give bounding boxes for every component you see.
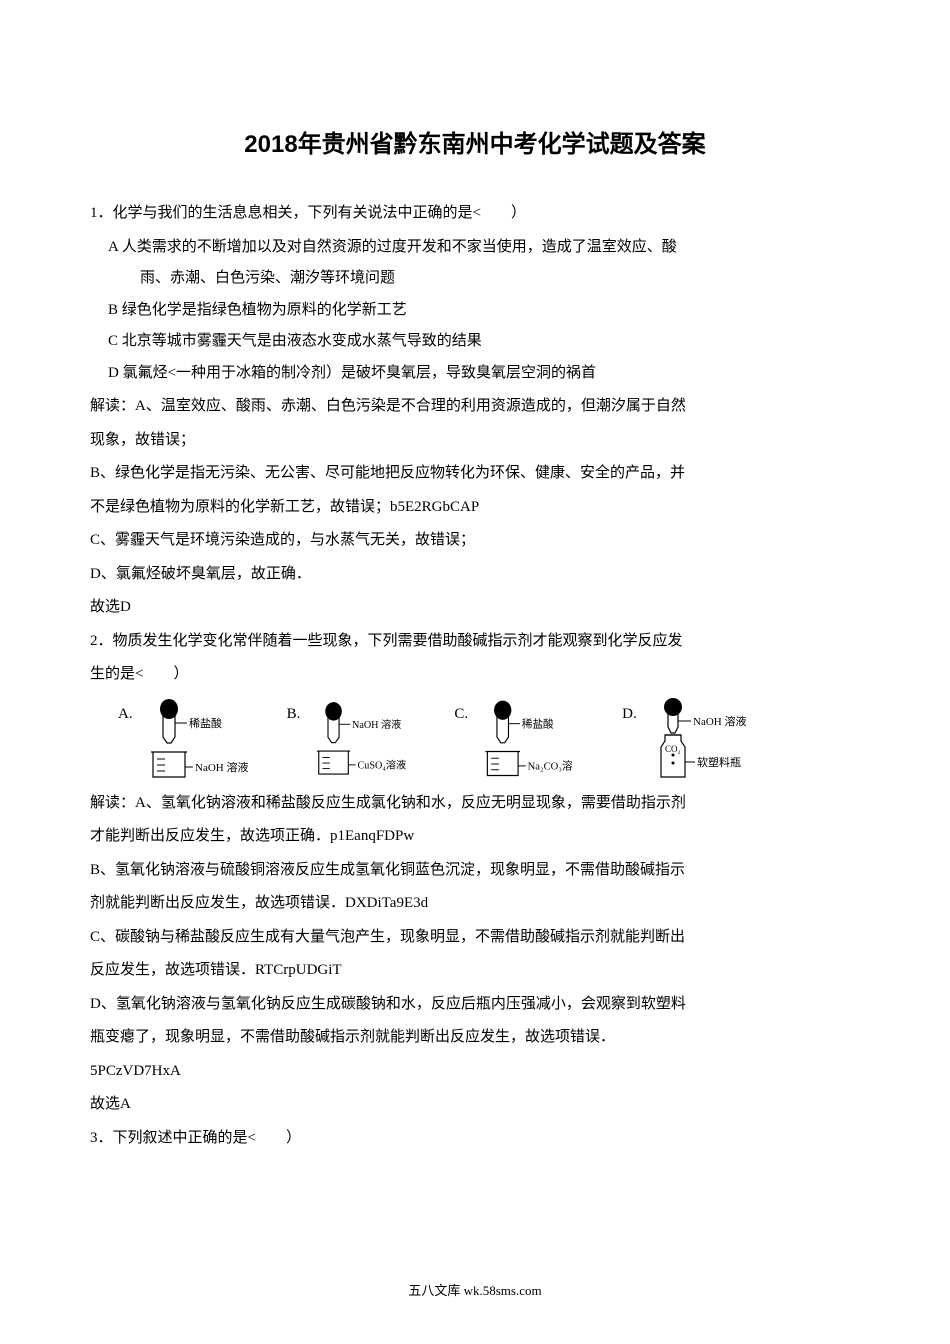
apparatus-d-top-label: NaOH 溶液 [693, 714, 746, 728]
apparatus-b-icon: NaOH 溶液 CuSO₄溶液 [304, 697, 424, 782]
q1-analysis-3: B、绿色化学是指无污染、无公害、尽可能地把反应物转化为环保、健康、安全的产品，并 [90, 458, 860, 490]
q2-analysis-2: 才能判断出反应发生，故选项正确．p1EanqFDPw [90, 821, 860, 853]
question-3: 3．下列叙述中正确的是< ） [90, 1123, 860, 1155]
q2-analysis-1: 解读：A、氢氧化钠溶液和稀盐酸反应生成氯化钠和水，反应无明显现象，需要借助指示剂 [90, 788, 860, 820]
q1-option-d: D 氯氟烃<一种用于冰箱的制冷剂）是破坏臭氧层，导致臭氧层空洞的祸首 [90, 358, 860, 390]
q2-analysis-8: 瓶变瘪了，现象明显，不需借助酸碱指示剂就能判断出反应发生，故选项错误． [90, 1022, 860, 1054]
q1-analysis-7: 故选D [90, 592, 860, 624]
apparatus-a-top-label: 稀盐酸 [189, 716, 222, 730]
apparatus-b-bottom-label: CuSO₄溶液 [358, 758, 407, 771]
q2-stem-1: 2．物质发生化学变化常伴随着一些现象，下列需要借助酸碱指示剂才能观察到化学反应发 [90, 626, 860, 658]
q2-analysis-4: 剂就能判断出反应发生，故选项错误．DXDiTa9E3d [90, 888, 860, 920]
apparatus-d-mid-label: CO₂ [665, 744, 681, 754]
q2-analysis-5: C、碳酸钠与稀盐酸反应生成有大量气泡产生，现象明显，不需借助酸碱指示剂就能判断出 [90, 922, 860, 954]
q2-analysis-7: D、氢氧化钠溶液与氢氧化钠反应生成碳酸钠和水，反应后瓶内压强减小，会观察到软塑料 [90, 989, 860, 1021]
q1-stem: 1．化学与我们的生活息息相关，下列有关说法中正确的是< ） [90, 198, 860, 230]
q2-option-a: A. 稀盐酸 NaOH 溶液 [118, 697, 257, 782]
q2-analysis-9: 5PCzVD7HxA [90, 1056, 860, 1088]
q2-analysis-3: B、氢氧化钠溶液与硫酸铜溶液反应生成氢氧化铜蓝色沉淀，现象明显，不需借助酸碱指示 [90, 855, 860, 887]
apparatus-a-bottom-label: NaOH 溶液 [195, 760, 248, 774]
q1-option-a-line2: 雨、赤潮、白色污染、潮汐等环境问题 [90, 263, 860, 295]
q1-option-c: C 北京等城市雾霾天气是由液态水变成水蒸气导致的结果 [90, 326, 860, 358]
apparatus-b-top-label: NaOH 溶液 [352, 718, 401, 731]
q1-analysis-5: C、雾霾天气是环境污染造成的，与水蒸气无关，故错误； [90, 525, 860, 557]
apparatus-c-icon: 稀盐酸 Na₂CO₃溶 [472, 697, 592, 782]
q1-analysis-2: 现象，故错误； [90, 425, 860, 457]
q1-option-b: B 绿色化学是指绿色植物为原料的化学新工艺 [90, 295, 860, 327]
apparatus-d-bottom-label: 软塑料瓶 [697, 755, 741, 769]
q2-analysis-10: 故选A [90, 1089, 860, 1121]
apparatus-c-top-label: 稀盐酸 [522, 717, 554, 730]
q3-stem: 3．下列叙述中正确的是< ） [90, 1123, 860, 1155]
question-1: 1．化学与我们的生活息息相关，下列有关说法中正确的是< ） A 人类需求的不断增… [90, 198, 860, 624]
q2-label-a: A. [118, 699, 133, 731]
q1-option-a-line1: A 人类需求的不断增加以及对自然资源的过度开发和不家当使用，造成了温室效应、酸 [90, 232, 860, 264]
q2-options-row: A. 稀盐酸 NaOH 溶液 B. [90, 697, 860, 782]
apparatus-a-icon: 稀盐酸 NaOH 溶液 [137, 697, 257, 782]
q2-analysis-6: 反应发生，故选项错误．RTCrpUDGiT [90, 955, 860, 987]
question-2: 2．物质发生化学变化常伴随着一些现象，下列需要借助酸碱指示剂才能观察到化学反应发… [90, 626, 860, 1121]
page-title: 2018年贵州省黔东南州中考化学试题及答案 [90, 120, 860, 170]
q1-analysis-1: 解读：A、温室效应、酸雨、赤潮、白色污染是不合理的利用资源造成的，但潮汐属于自然 [90, 391, 860, 423]
footer-text: 五八文库 wk.58sms.com [0, 1277, 950, 1304]
q2-label-c: C. [454, 699, 468, 731]
apparatus-c-bottom-label: Na₂CO₃溶 [528, 760, 573, 773]
q1-analysis-6: D、氯氟烃破坏臭氧层，故正确． [90, 559, 860, 591]
q1-analysis-4: 不是绿色植物为原料的化学新工艺，故错误；b5E2RGbCAP [90, 492, 860, 524]
q2-label-b: B. [287, 699, 301, 731]
q2-option-c: C. 稀盐酸 Na₂CO₃溶 [454, 697, 592, 782]
q2-option-b: B. NaOH 溶液 CuSO₄溶液 [287, 697, 425, 782]
q2-stem-2: 生的是< ） [90, 659, 860, 691]
q2-option-d: D. NaOH 溶液 CO₂ 软塑料瓶 [622, 697, 781, 782]
apparatus-d-icon: NaOH 溶液 CO₂ 软塑料瓶 [641, 697, 781, 782]
q2-label-d: D. [622, 699, 637, 731]
